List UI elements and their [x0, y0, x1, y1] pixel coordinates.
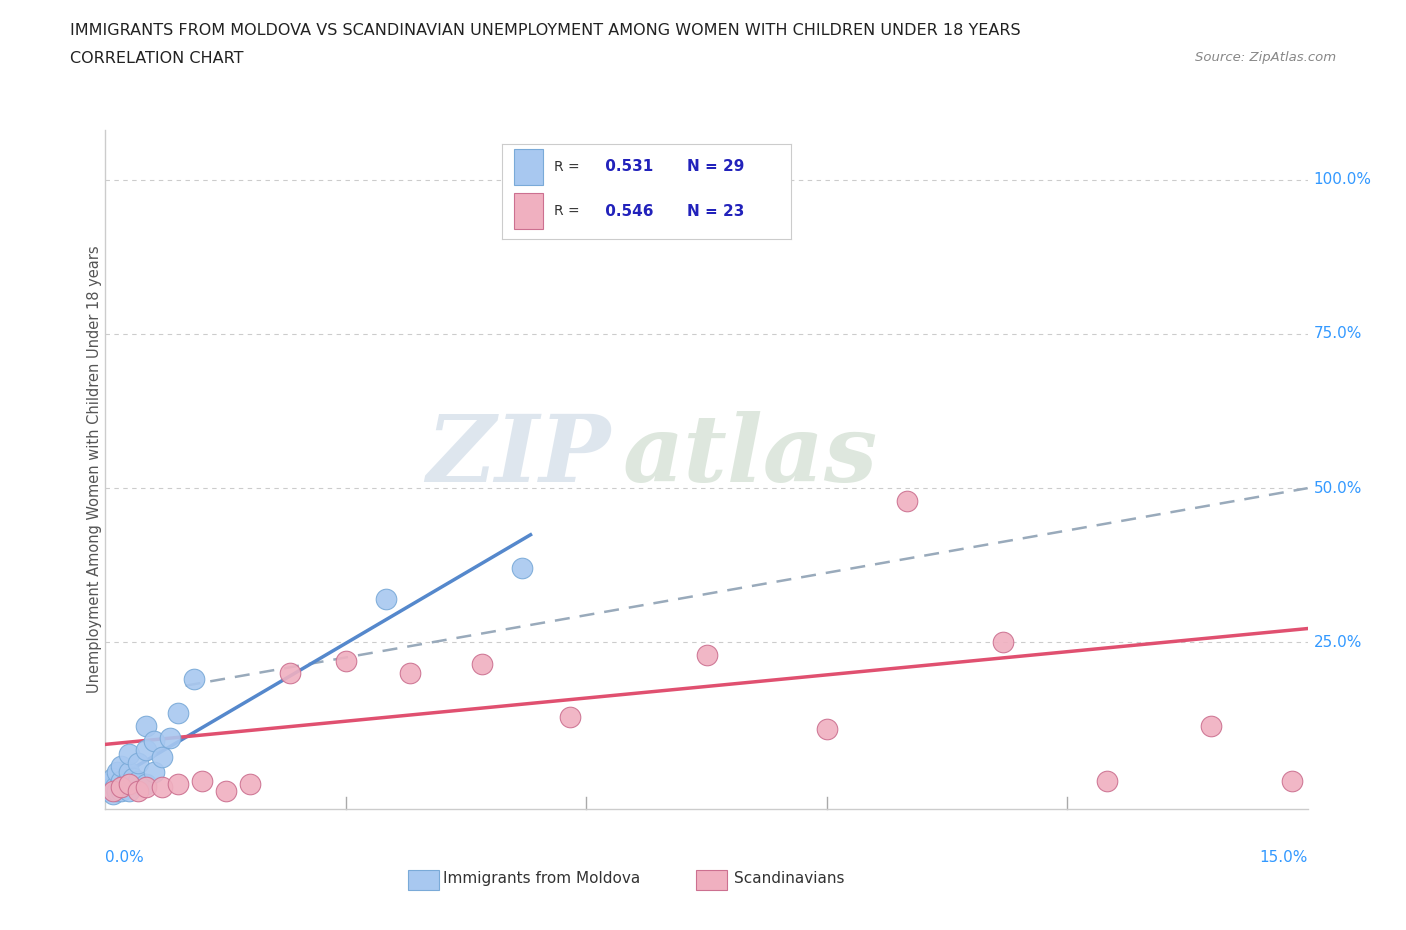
Text: Scandinavians: Scandinavians: [734, 871, 845, 886]
Point: [107, 764, 129, 779]
Text: 100.0%: 100.0%: [1313, 172, 1372, 187]
Point: [278, 666, 301, 681]
Point: [101, 780, 124, 795]
Point: [471, 657, 494, 671]
Point: [97, 777, 120, 791]
Point: [103, 771, 125, 786]
Point: [214, 783, 236, 798]
Point: [104, 780, 127, 795]
Point: [399, 666, 422, 681]
Point: [103, 783, 125, 798]
Point: [103, 786, 125, 801]
Text: 75.0%: 75.0%: [1313, 326, 1362, 341]
Point: [110, 780, 132, 795]
Point: [110, 759, 132, 774]
Point: [127, 755, 149, 770]
Point: [110, 774, 132, 789]
Point: [1201, 718, 1223, 733]
Point: [166, 777, 188, 791]
Text: CORRELATION CHART: CORRELATION CHART: [70, 51, 243, 66]
Point: [616, 172, 638, 187]
Point: [815, 722, 838, 737]
Point: [118, 777, 141, 791]
Text: IMMIGRANTS FROM MOLDOVA VS SCANDINAVIAN UNEMPLOYMENT AMONG WOMEN WITH CHILDREN U: IMMIGRANTS FROM MOLDOVA VS SCANDINAVIAN …: [70, 23, 1021, 38]
Point: [135, 777, 157, 791]
Point: [374, 591, 398, 606]
Point: [150, 780, 173, 795]
Point: [135, 780, 157, 795]
Text: ZIP: ZIP: [426, 411, 610, 501]
Text: 50.0%: 50.0%: [1313, 481, 1362, 496]
Y-axis label: Unemployment Among Women with Children Under 18 years: Unemployment Among Women with Children U…: [87, 246, 101, 694]
Point: [335, 654, 357, 669]
Point: [142, 764, 165, 779]
Point: [135, 743, 157, 758]
Text: 15.0%: 15.0%: [1260, 850, 1308, 865]
Point: [118, 764, 141, 779]
Point: [159, 731, 181, 746]
Point: [510, 561, 533, 576]
Point: [110, 783, 132, 798]
Point: [991, 635, 1014, 650]
Point: [239, 777, 262, 791]
Point: [190, 774, 212, 789]
Point: [118, 746, 141, 761]
Text: 0.0%: 0.0%: [105, 850, 145, 865]
Point: [166, 706, 188, 721]
Point: [118, 783, 141, 798]
Point: [135, 718, 157, 733]
Point: [107, 783, 129, 798]
Point: [98, 783, 121, 798]
Point: [127, 774, 149, 789]
Text: atlas: atlas: [623, 411, 877, 501]
Point: [142, 734, 165, 749]
Text: 25.0%: 25.0%: [1313, 635, 1362, 650]
Point: [122, 771, 145, 786]
Point: [1281, 774, 1303, 789]
Text: Source: ZipAtlas.com: Source: ZipAtlas.com: [1195, 51, 1336, 64]
Point: [127, 783, 149, 798]
Point: [183, 672, 205, 687]
Text: Immigrants from Moldova: Immigrants from Moldova: [443, 871, 640, 886]
Point: [696, 647, 718, 662]
Point: [150, 750, 173, 764]
Point: [1097, 774, 1119, 789]
Point: [896, 493, 918, 508]
Point: [114, 777, 136, 791]
Point: [560, 709, 582, 724]
